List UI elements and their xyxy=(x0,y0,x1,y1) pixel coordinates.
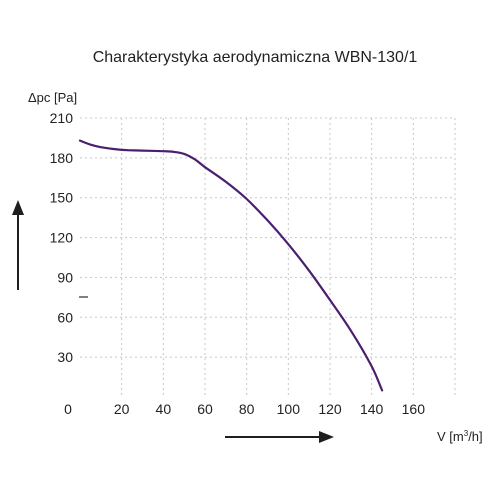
x-tick-label: 160 xyxy=(402,401,426,417)
x-tick-label: 120 xyxy=(318,401,342,417)
x-tick-label: 140 xyxy=(360,401,384,417)
x-tick-label: 60 xyxy=(197,401,213,417)
series-points xyxy=(80,140,382,390)
x-tick-label: 40 xyxy=(156,401,172,417)
y-tick-label: 60 xyxy=(57,309,73,325)
y-tick-label: 120 xyxy=(50,230,74,246)
x-axis-label-prefix: V [m xyxy=(437,429,464,444)
chart-title: Charakterystyka aerodynamiczna WBN-130/1 xyxy=(93,49,418,66)
x-axis-label: V [m3/h] xyxy=(437,429,483,444)
y-tick-label: 150 xyxy=(50,190,74,206)
y-tick-label: 30 xyxy=(57,349,73,365)
x-tick-label: 20 xyxy=(114,401,130,417)
series-line xyxy=(78,139,384,392)
y-tick-labels: 210 180 150 120 90 60 30 xyxy=(50,110,74,365)
y-axis-label: Δpc [Pa] xyxy=(28,90,77,105)
x-tick-label: 80 xyxy=(239,401,255,417)
x-tick-labels: 0 20 40 60 80 100 120 140 160 xyxy=(64,401,425,417)
y-tick-label: 90 xyxy=(57,269,73,285)
x-tick-label: 0 xyxy=(64,401,72,417)
grid xyxy=(80,117,456,397)
y-direction-arrow-head xyxy=(12,200,24,215)
y-tick-label: 180 xyxy=(50,150,74,166)
y-tick-label: 210 xyxy=(50,110,74,126)
x-tick-label: 100 xyxy=(277,401,301,417)
direction-arrows xyxy=(12,200,334,443)
x-direction-arrow-head xyxy=(319,431,334,443)
x-axis-label-suffix: /h] xyxy=(468,429,482,444)
x-axis-label-superscript: 3 xyxy=(464,429,469,438)
